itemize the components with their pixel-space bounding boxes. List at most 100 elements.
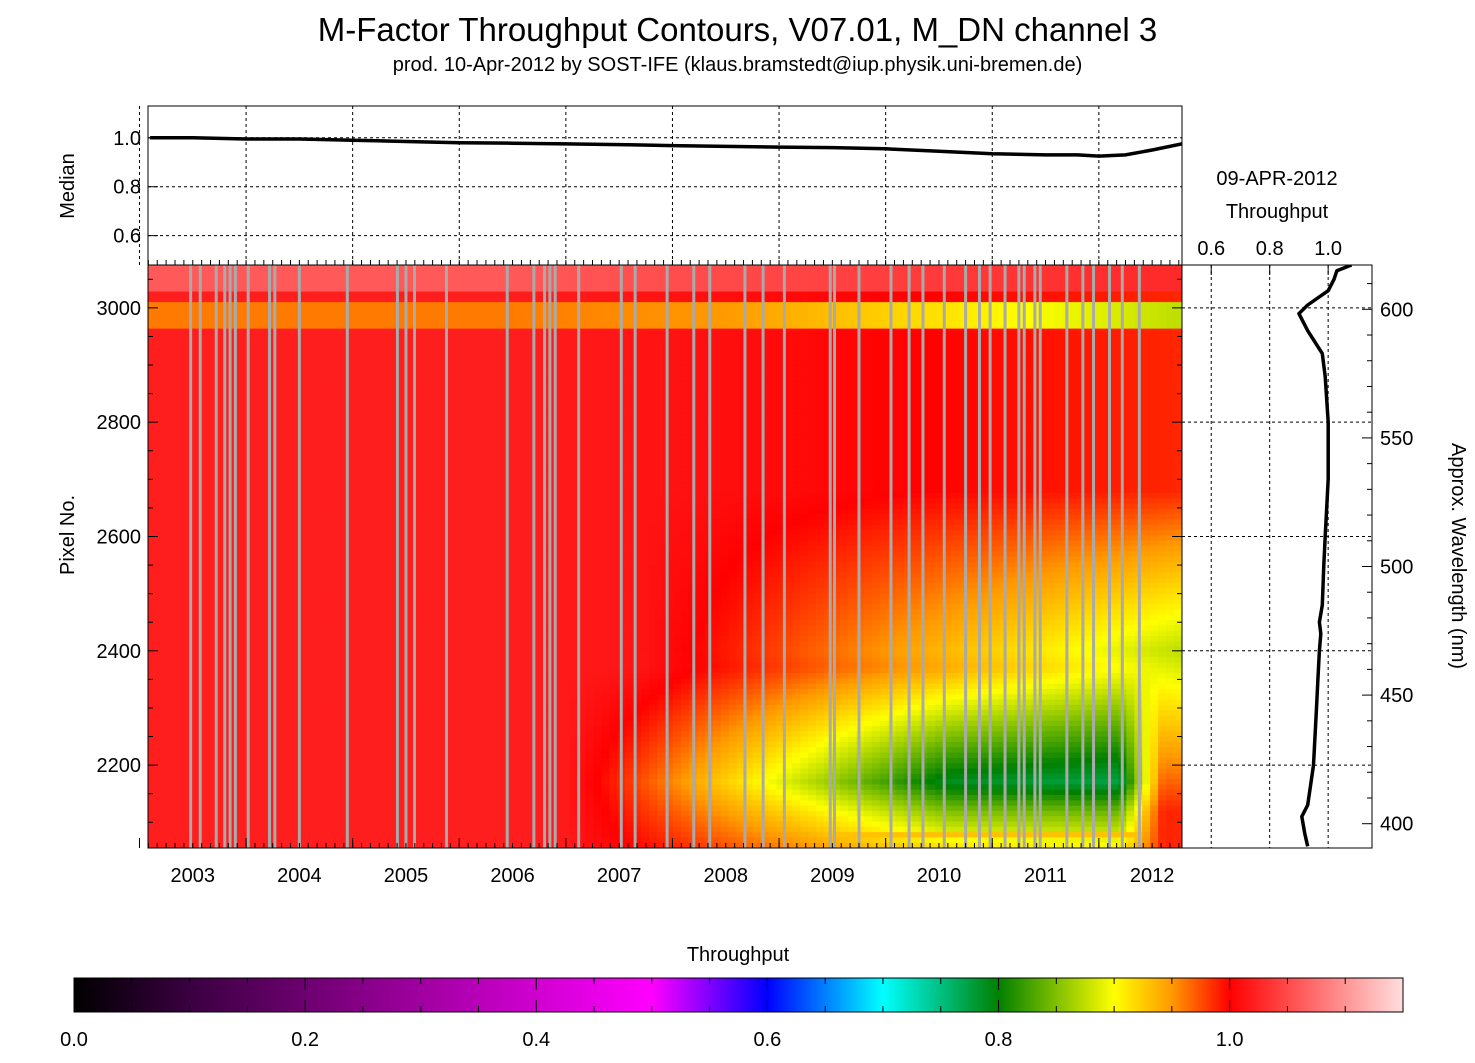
heatmap-cell bbox=[458, 456, 467, 462]
heatmap-cell bbox=[466, 721, 475, 727]
heatmap-cell bbox=[148, 339, 157, 345]
heatmap-cell bbox=[259, 366, 268, 372]
heatmap-cell bbox=[371, 461, 380, 467]
heatmap-cell bbox=[323, 710, 332, 716]
heatmap-cell bbox=[180, 519, 189, 525]
heatmap-cell bbox=[251, 795, 260, 801]
heatmap-cell bbox=[164, 408, 173, 414]
heatmap-cell bbox=[379, 769, 388, 775]
heatmap-cell bbox=[434, 514, 443, 520]
heatmap-cell bbox=[259, 731, 268, 737]
heatmap-cell bbox=[331, 387, 340, 393]
heatmap-cell bbox=[371, 440, 380, 446]
heatmap-cell bbox=[434, 318, 443, 324]
heatmap-cell bbox=[180, 435, 189, 441]
heatmap-cell bbox=[450, 440, 459, 446]
heatmap-cell bbox=[331, 710, 340, 716]
heatmap-cell bbox=[379, 647, 388, 653]
heatmap-cell bbox=[315, 837, 324, 843]
heatmap-cell bbox=[148, 726, 157, 732]
heatmap-cell bbox=[156, 673, 165, 679]
heatmap-cell bbox=[379, 631, 388, 637]
heatmap-cell bbox=[180, 615, 189, 621]
heatmap-cell bbox=[323, 530, 332, 536]
heatmap-cell bbox=[379, 668, 388, 674]
heatmap-cell bbox=[283, 429, 292, 435]
heatmap-cell bbox=[355, 292, 364, 298]
heatmap-cell bbox=[490, 292, 499, 298]
heatmap-cell bbox=[315, 663, 324, 669]
heatmap-cell bbox=[259, 700, 268, 706]
heatmap-cell bbox=[156, 779, 165, 785]
heatmap-cell bbox=[204, 514, 213, 520]
heatmap-cell bbox=[355, 461, 364, 467]
heatmap-cell bbox=[379, 694, 388, 700]
heatmap-cell bbox=[323, 673, 332, 679]
heatmap-cell bbox=[363, 758, 372, 764]
heatmap-cell bbox=[323, 652, 332, 658]
heatmap-cell bbox=[156, 482, 165, 488]
heatmap-cell bbox=[307, 705, 316, 711]
heatmap-cell bbox=[323, 641, 332, 647]
heatmap-cell bbox=[466, 270, 475, 276]
heatmap-cell bbox=[283, 668, 292, 674]
heatmap-cell bbox=[355, 710, 364, 716]
heatmap-cell bbox=[379, 376, 388, 382]
heatmap-cell bbox=[307, 445, 316, 451]
heatmap-cell bbox=[331, 286, 340, 292]
heatmap-cell bbox=[490, 297, 499, 303]
heatmap-cell bbox=[323, 721, 332, 727]
heatmap-cell bbox=[426, 360, 435, 366]
heatmap-cell bbox=[371, 509, 380, 515]
heatmap-cell bbox=[164, 594, 173, 600]
heatmap-cell bbox=[474, 567, 483, 573]
heatmap-cell bbox=[180, 822, 189, 828]
heatmap-cell bbox=[172, 366, 181, 372]
heatmap-cell bbox=[355, 456, 364, 462]
heatmap-cell bbox=[371, 350, 380, 356]
heatmap-cell bbox=[259, 265, 268, 271]
heatmap-cell bbox=[371, 313, 380, 319]
heatmap-cell bbox=[275, 451, 284, 457]
heatmap-cell bbox=[283, 657, 292, 663]
heatmap-cell bbox=[156, 604, 165, 610]
heatmap-cell bbox=[426, 684, 435, 690]
heatmap-cell bbox=[323, 302, 332, 308]
heatmap-cell bbox=[450, 631, 459, 637]
heatmap-cell bbox=[323, 694, 332, 700]
heatmap-cell bbox=[371, 647, 380, 653]
heatmap-cell bbox=[450, 265, 459, 271]
heatmap-cell bbox=[490, 599, 499, 605]
heatmap-cell bbox=[283, 742, 292, 748]
heatmap-cell bbox=[482, 710, 491, 716]
heatmap-cell bbox=[156, 318, 165, 324]
heatmap-cell bbox=[434, 355, 443, 361]
heatmap-cell bbox=[355, 488, 364, 494]
heatmap-cell bbox=[434, 392, 443, 398]
heatmap-cell bbox=[490, 668, 499, 674]
heatmap-cell bbox=[283, 345, 292, 351]
heatmap-cell bbox=[379, 286, 388, 292]
heatmap-cell bbox=[164, 663, 173, 669]
heatmap-cell bbox=[379, 276, 388, 282]
heatmap-cell bbox=[490, 663, 499, 669]
heatmap-cell bbox=[450, 737, 459, 743]
heatmap-cell bbox=[164, 557, 173, 563]
heatmap-cell bbox=[482, 620, 491, 626]
heatmap-cell bbox=[307, 604, 316, 610]
heatmap-cell bbox=[204, 313, 213, 319]
heatmap-cell bbox=[307, 758, 316, 764]
heatmap-cell bbox=[371, 716, 380, 722]
heatmap-cell bbox=[172, 625, 181, 631]
heatmap-cell bbox=[379, 477, 388, 483]
heatmap-cell bbox=[251, 594, 260, 600]
heatmap-cell bbox=[331, 451, 340, 457]
heatmap-cell bbox=[355, 620, 364, 626]
heatmap-cell bbox=[371, 636, 380, 642]
heatmap-cell bbox=[331, 456, 340, 462]
heatmap-cell bbox=[283, 509, 292, 515]
heatmap-cell bbox=[450, 366, 459, 372]
heatmap-cell bbox=[498, 270, 507, 276]
heatmap-cell bbox=[458, 323, 467, 329]
heatmap-cell bbox=[426, 678, 435, 684]
